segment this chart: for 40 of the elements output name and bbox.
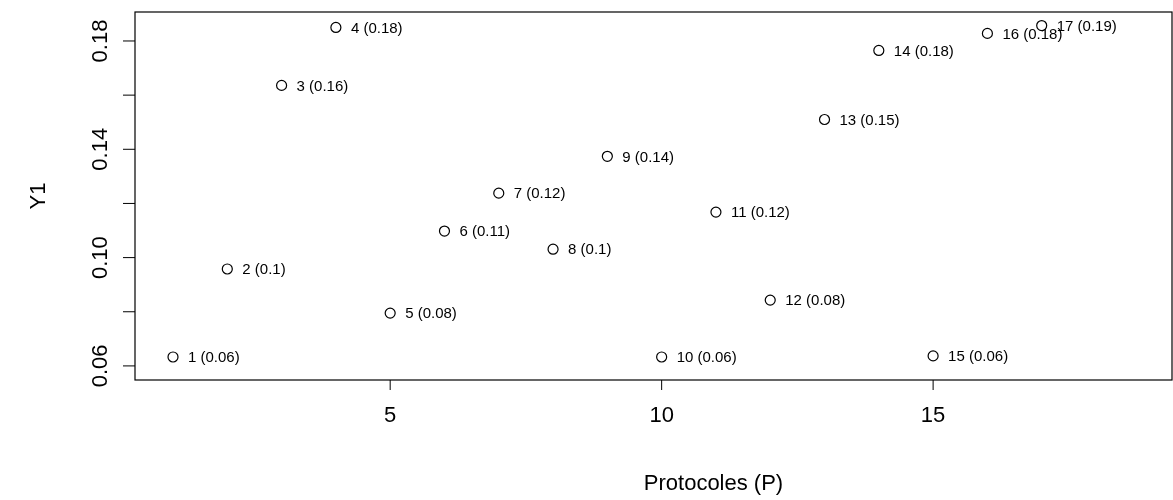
data-label: 13 (0.15) — [839, 110, 900, 128]
y-tick-label: 0.10 — [87, 236, 112, 280]
data-label: 5 (0.08) — [405, 304, 457, 322]
point — [927, 350, 939, 362]
x-tick-label: 10 — [649, 402, 674, 427]
y-tick-label: 0.06 — [87, 344, 112, 388]
data-label: 12 (0.08) — [785, 291, 846, 309]
point — [547, 243, 559, 255]
point — [438, 225, 451, 237]
point — [493, 187, 505, 199]
data-label: 11 (0.12) — [730, 203, 790, 221]
data-label: 2 (0.1) — [242, 260, 286, 278]
point — [656, 351, 668, 363]
point — [873, 44, 885, 57]
y-tick-label: 0.14 — [87, 127, 112, 171]
point — [275, 79, 288, 91]
data-label: 6 (0.11) — [459, 222, 511, 240]
data-label: 7 (0.12) — [513, 184, 566, 202]
data-label: 15 (0.06) — [948, 347, 1009, 365]
data-label: 8 (0.1) — [568, 240, 612, 258]
x-tick-label: 15 — [920, 402, 946, 427]
point — [601, 150, 613, 162]
y-tick-label: 0.18 — [87, 19, 112, 63]
data-label: 1 (0.06) — [188, 348, 240, 366]
point — [167, 351, 179, 363]
point — [818, 113, 831, 126]
y-axis-title: Y1 — [25, 182, 50, 210]
data-label: 4 (0.18) — [350, 18, 403, 36]
point — [764, 294, 776, 306]
point — [981, 27, 993, 39]
point — [710, 206, 722, 218]
data-label: 9 (0.14) — [622, 147, 675, 165]
x-axis-title: Protocoles (P) — [643, 470, 784, 495]
data-label: 3 (0.16) — [296, 76, 349, 94]
data-label: 14 (0.18) — [893, 41, 954, 59]
point — [221, 263, 233, 275]
data-label: 10 (0.06) — [676, 348, 737, 366]
x-tick-label: 5 — [384, 402, 397, 427]
point — [384, 307, 396, 319]
point — [330, 21, 342, 34]
